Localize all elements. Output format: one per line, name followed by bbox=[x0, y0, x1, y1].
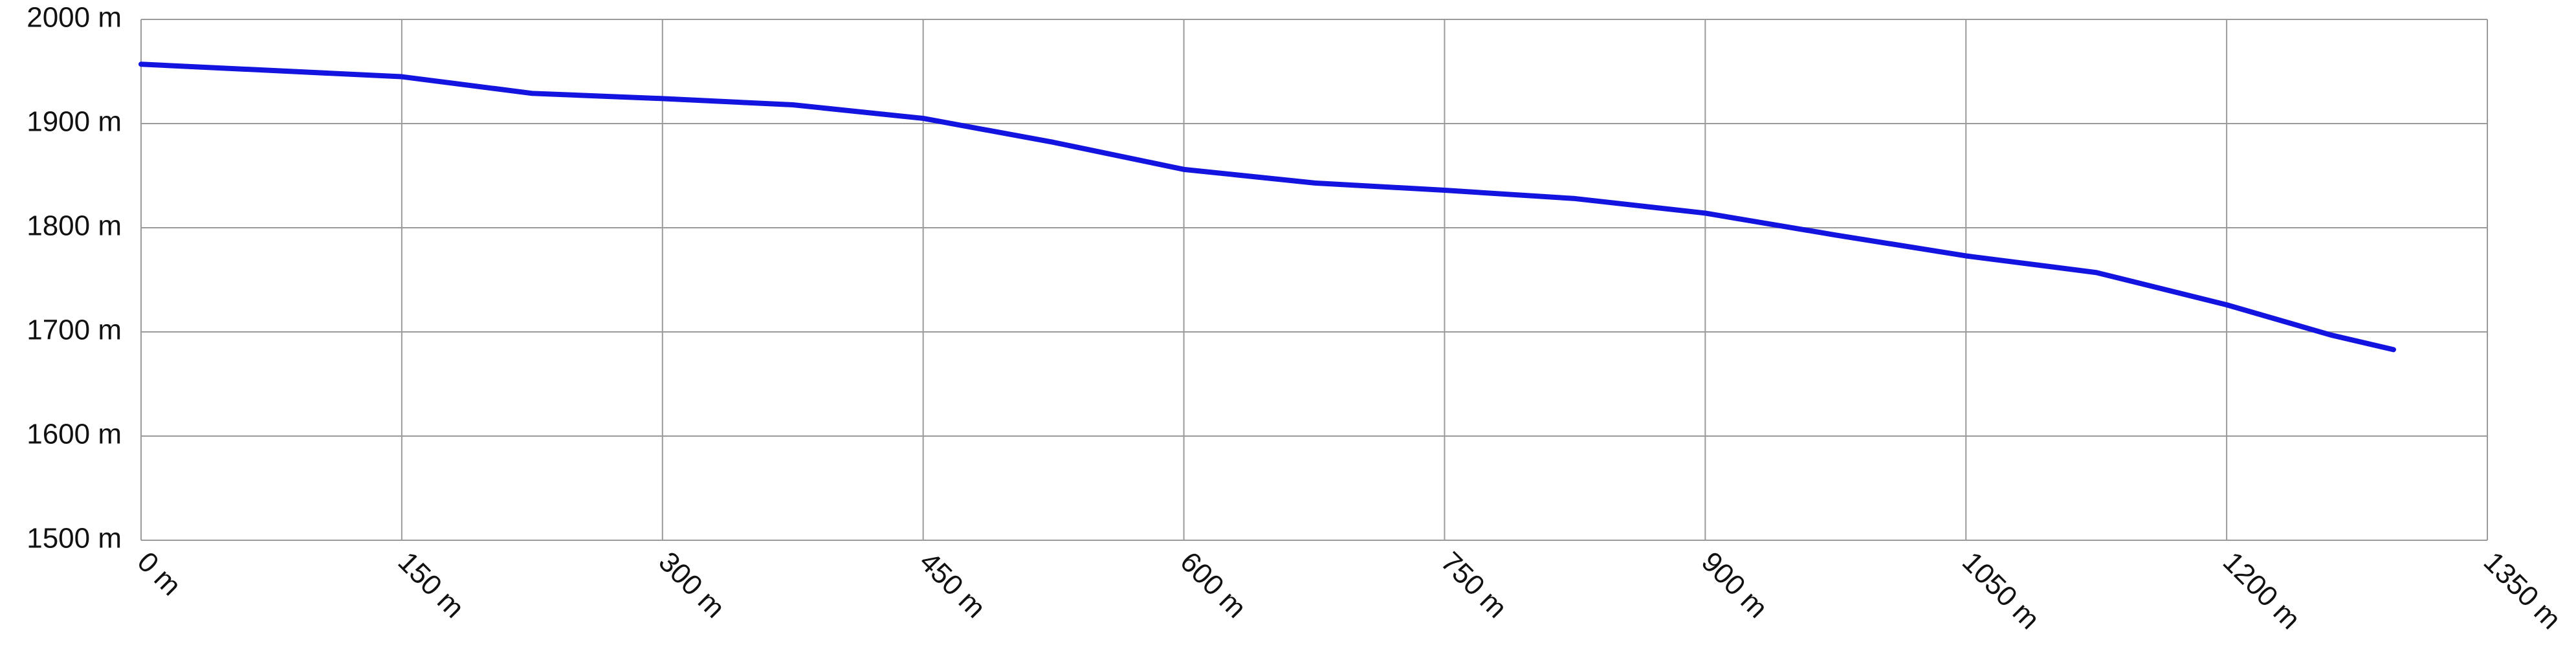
x-tick-label: 1050 m bbox=[1956, 546, 2045, 635]
x-tick-label: 750 m bbox=[1435, 546, 1513, 624]
y-tick-label: 1700 m bbox=[27, 314, 122, 346]
x-tick-label: 300 m bbox=[652, 546, 731, 624]
y-tick-label: 1600 m bbox=[27, 419, 122, 450]
x-tick-label: 450 m bbox=[913, 546, 991, 624]
x-tick-label: 900 m bbox=[1695, 546, 1774, 624]
elevation-line bbox=[138, 61, 2396, 353]
x-tick-label: 1350 m bbox=[2478, 546, 2567, 635]
y-tick-label: 1500 m bbox=[27, 523, 122, 554]
y-tick-label: 1800 m bbox=[27, 210, 122, 242]
x-tick-label: 150 m bbox=[392, 546, 470, 624]
x-tick-label: 1200 m bbox=[2217, 546, 2306, 635]
x-tick-label: 600 m bbox=[1174, 546, 1252, 624]
y-tick-label: 1900 m bbox=[27, 106, 122, 138]
y-tick-label: 2000 m bbox=[27, 2, 122, 34]
x-tick-label: 0 m bbox=[131, 546, 188, 602]
